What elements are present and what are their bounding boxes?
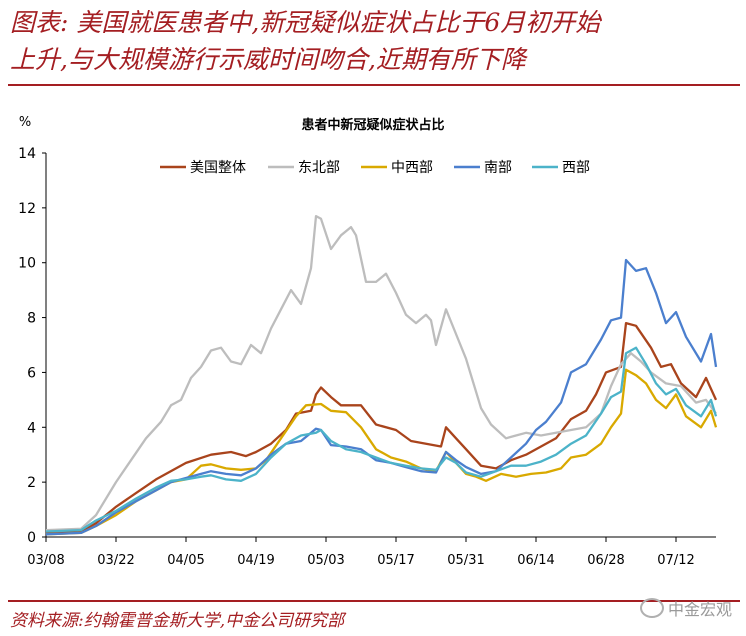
figure-title-line1: 图表: 美国就医患者中,新冠疑似症状占比于6月初开始 [10,8,601,37]
x-tick-label: 03/08 [27,553,64,568]
y-axis-unit: % [19,115,31,130]
x-tick-label: 03/22 [97,553,134,568]
series-line-4 [45,258,718,536]
source-rule [8,600,740,602]
legend-label-4: 南部 [484,160,512,176]
y-tick-label: 12 [18,201,36,217]
y-tick-label: 14 [18,146,36,162]
figure-title-line2: 上升,与大规模游行示威时间吻合,近期有所下降 [10,45,526,74]
y-tick-label: 4 [27,420,36,436]
y-tick-label: 2 [27,475,36,491]
series-line-2 [45,214,717,532]
y-tick-label: 6 [27,365,36,381]
x-tick-label: 07/12 [657,553,694,568]
figure-title: 图表: 美国就医患者中,新冠疑似症状占比于6月初开始 上升,与大规模游行示威时间… [10,4,740,78]
legend-label-5: 西部 [562,160,590,176]
x-tick-label: 04/19 [237,553,274,568]
series-line-1 [45,321,718,535]
x-tick-label: 06/28 [587,553,624,568]
series-line-5 [45,346,718,533]
line-chart: 患者中新冠疑似症状占比 % 0 2 4 6 8 10 12 14 03/08 03/22 04/05… [18,115,718,568]
legend-label-3: 中西部 [391,160,433,176]
chart-title: 患者中新冠疑似症状占比 [301,117,444,133]
x-tick-label: 05/03 [307,553,344,568]
watermark: 中金宏观 [639,596,732,620]
x-tick-label: 06/14 [517,553,554,568]
legend-label-2: 东北部 [298,160,340,176]
y-tick-label: 8 [27,311,36,327]
y-tick-label: 10 [18,256,36,272]
watermark-text: 中金宏观 [667,600,732,619]
title-rule [8,84,740,86]
x-tick-label: 05/31 [447,553,484,568]
x-tick-label: 04/05 [167,553,204,568]
wechat-icon [639,598,664,618]
legend-label-1: 美国整体 [190,160,246,176]
source-note: 资料来源:约翰霍普金斯大学,中金公司研究部 [10,611,345,631]
x-tick-label: 05/17 [377,553,414,568]
y-tick-label: 0 [27,530,36,546]
